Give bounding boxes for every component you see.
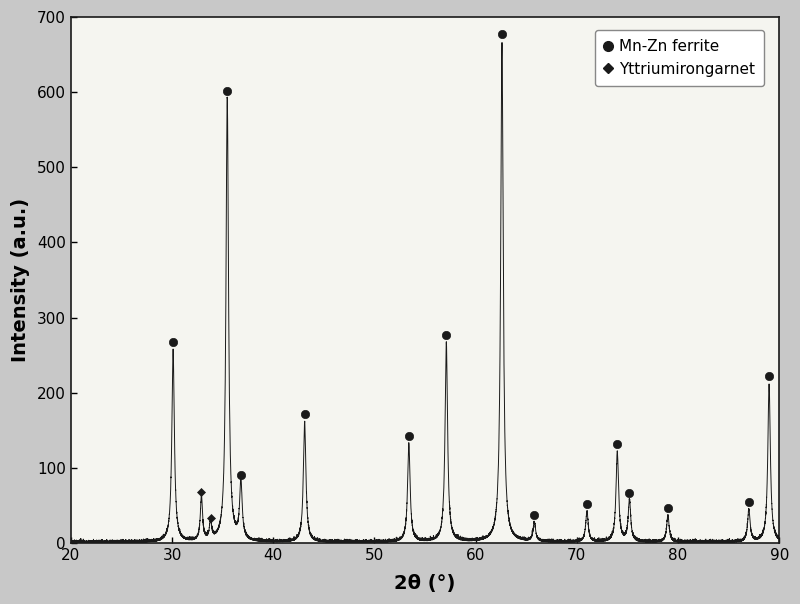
Y-axis label: Intensity (a.u.): Intensity (a.u.) <box>11 198 30 362</box>
X-axis label: 2θ (°): 2θ (°) <box>394 574 456 593</box>
Legend: Mn-Zn ferrite, Yttriumirongarnet: Mn-Zn ferrite, Yttriumirongarnet <box>595 30 765 86</box>
